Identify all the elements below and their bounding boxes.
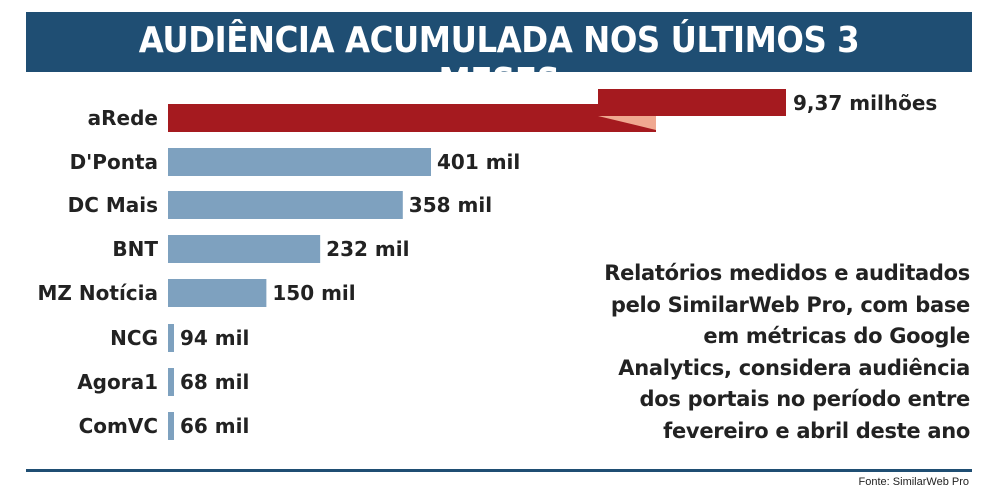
category-label-comvc: ComVC [79, 414, 158, 438]
value-label-dc-mais: 358 mil [409, 193, 492, 217]
bar-bnt [168, 235, 321, 263]
category-label-arede: aRede [88, 106, 158, 130]
bar-agora1 [168, 368, 174, 396]
source-credit: Fonte: SimilarWeb Pro [858, 476, 969, 488]
bottom-divider [26, 469, 972, 472]
bar-comvc [168, 412, 174, 440]
value-label-arede: 9,37 milhões [793, 91, 937, 115]
bar-arede [168, 104, 656, 132]
title-bar: AUDIÊNCIA ACUMULADA NOS ÚLTIMOS 3 MESES [26, 12, 972, 102]
value-label-agora1: 68 mil [180, 370, 249, 394]
chart-title: AUDIÊNCIA ACUMULADA NOS ÚLTIMOS 3 MESES [138, 20, 860, 102]
methodology-note: Relatórios medidos e auditados pelo Simi… [604, 261, 970, 443]
value-label-d-ponta: 401 mil [437, 150, 520, 174]
bar-dc-mais [168, 191, 403, 219]
bar-fold-arede [598, 116, 656, 130]
bar-ncg [168, 324, 174, 352]
category-label-dc-mais: DC Mais [68, 193, 158, 217]
category-label-agora1: Agora1 [77, 370, 158, 394]
category-label-mz-not-cia: MZ Notícia [38, 281, 158, 305]
value-label-comvc: 66 mil [180, 414, 249, 438]
bar-d-ponta [168, 148, 431, 176]
value-label-ncg: 94 mil [180, 326, 249, 350]
category-label-d-ponta: D'Ponta [70, 150, 158, 174]
category-label-bnt: BNT [112, 237, 158, 261]
value-label-mz-not-cia: 150 mil [272, 281, 355, 305]
bar-mz-not-cia [168, 279, 267, 307]
value-label-bnt: 232 mil [326, 237, 409, 261]
category-label-ncg: NCG [110, 326, 158, 350]
bar-extension-arede [598, 89, 786, 116]
